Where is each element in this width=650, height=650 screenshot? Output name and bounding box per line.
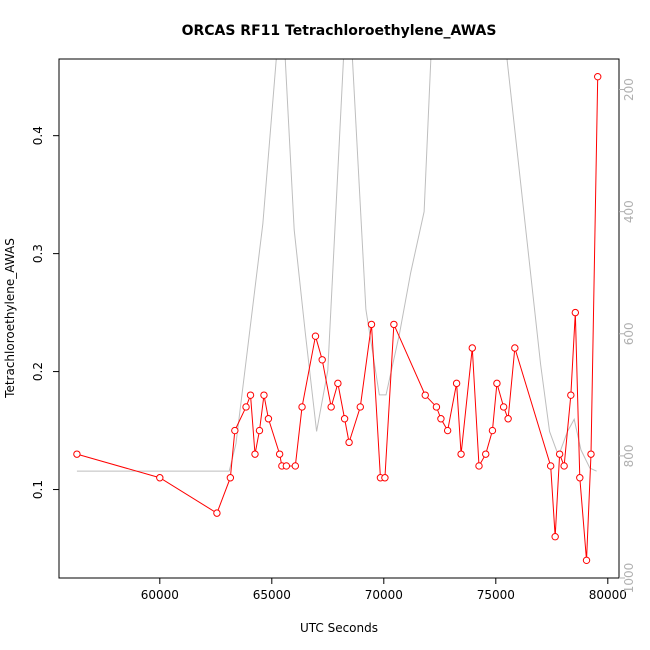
data-point [213,509,221,517]
data-point [567,391,575,399]
data-point [275,450,284,458]
data-point [582,556,591,565]
data-point [457,450,465,458]
data-point [482,450,490,458]
data-point [282,462,291,470]
y2-tick-label: 400 [622,200,636,223]
x-tick-label: 75000 [477,588,515,602]
data-point [390,320,398,329]
data-point [226,474,235,482]
y-tick-label: 0.3 [31,244,45,263]
data-point [437,415,445,423]
primary-series-line [76,76,599,561]
y-tick-label: 0.2 [31,362,45,381]
x-axis: 60000 65000 70000 75000 80000 [141,578,627,602]
data-point [443,426,452,435]
data-point [468,344,476,352]
data-point [421,391,429,399]
y2-tick-label: 600 [622,322,636,345]
data-point [356,403,364,411]
primary-series-group [73,72,602,565]
x-tick-label: 60000 [141,588,179,602]
data-point [327,403,335,411]
y2-tick-label: 800 [622,444,636,467]
data-point [555,450,564,458]
data-point [488,426,497,435]
data-point [242,403,250,411]
data-point [587,450,595,458]
data-point [475,462,483,470]
data-point [291,462,300,470]
secondary-series-line [76,59,597,472]
y-tick-label: 0.4 [31,126,45,145]
data-point [264,415,273,423]
data-point [251,450,259,458]
data-point [432,403,441,411]
data-point [298,403,306,411]
data-point [493,379,501,388]
data-point [260,391,268,399]
y-axis-label: Tetrachloroethylene_AWAS [3,238,17,399]
data-point [381,474,389,482]
plot-frame [58,58,620,579]
y2-axis: 200 400 600 800 1000 [619,78,636,593]
secondary-series-line-group [76,59,597,472]
data-point [231,426,239,435]
x-tick-label: 70000 [365,588,403,602]
data-point [546,462,555,470]
data-point [504,415,512,423]
x-tick-label: 80000 [589,588,627,602]
data-point [246,391,255,399]
data-point [452,379,461,388]
data-point [560,462,568,470]
data-point [73,450,81,458]
y2-tick-label: 200 [622,78,636,101]
y-axis: 0.1 0.2 0.3 0.4 [31,126,59,499]
data-point [511,344,519,352]
y2-tick-label: 1000 [622,563,636,594]
data-point [367,320,376,329]
data-point [156,474,164,482]
data-point [551,533,559,541]
data-point [571,308,580,317]
data-point [311,332,320,340]
y-tick-label: 0.1 [31,480,45,499]
data-point [255,426,264,435]
data-point [576,474,584,482]
x-axis-label: UTC Seconds [300,621,378,635]
data-point [345,438,353,447]
x-tick-label: 65000 [253,588,291,602]
data-point [340,415,349,423]
data-point [318,356,326,364]
chart-title: ORCAS RF11 Tetrachloroethylene_AWAS [182,23,497,39]
data-point [594,72,602,81]
data-point [334,379,342,388]
data-point [499,403,508,411]
